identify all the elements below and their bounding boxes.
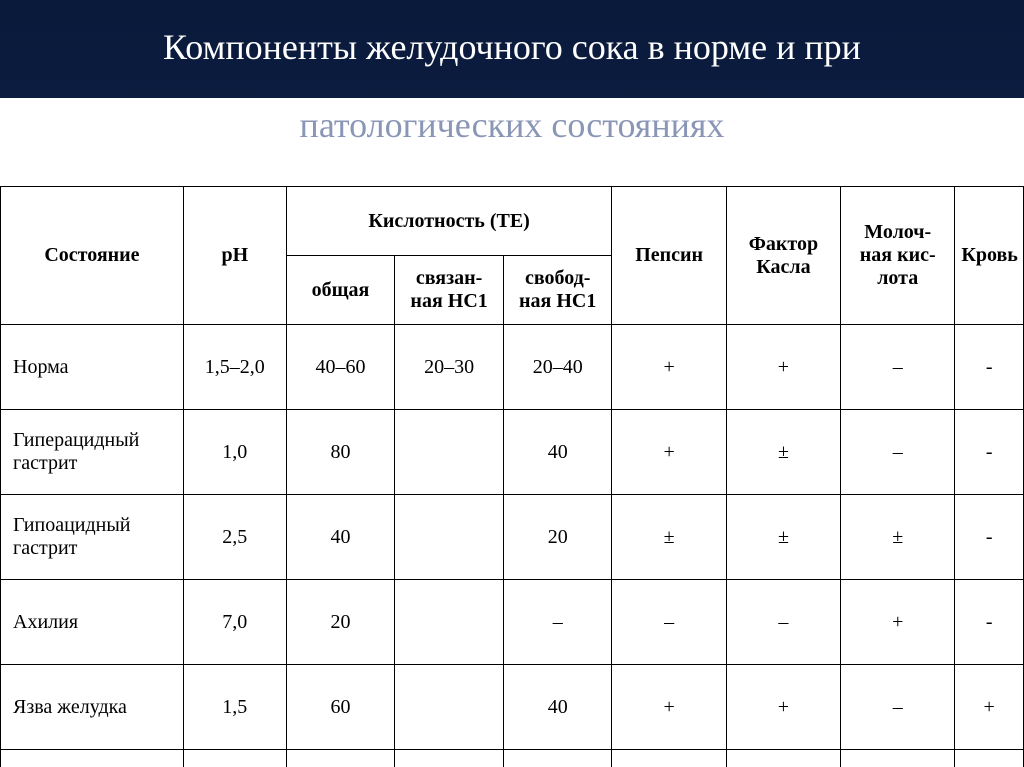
cell-blood: - <box>955 410 1024 495</box>
cell-lactic: – <box>841 410 955 495</box>
cell-total: 40 <box>286 495 395 580</box>
cell-blood: - <box>955 580 1024 665</box>
cell-pepsin: + <box>612 750 726 767</box>
header-lactic: Молоч-ная кис-лота <box>841 187 955 325</box>
cell-state: Гипоацидный гастрит <box>1 495 184 580</box>
cell-bound <box>395 665 504 750</box>
cell-ph: 1,5–2,0 <box>183 325 286 410</box>
slide: Компоненты желудочного сока в норме и пр… <box>0 0 1024 767</box>
header-acid-total: общая <box>286 256 395 325</box>
cell-lactic: ± <box>841 495 955 580</box>
cell-total: 80 <box>286 410 395 495</box>
cell-blood: - <box>955 325 1024 410</box>
cell-pepsin: – <box>612 580 726 665</box>
cell-kasla: + <box>726 665 840 750</box>
cell-lactic: + <box>841 580 955 665</box>
table-row: Язва желудка 1,5 60 40 + + – + <box>1 665 1024 750</box>
header-blood: Кровь <box>955 187 1024 325</box>
cell-bound <box>395 750 504 767</box>
cell-pepsin: + <box>612 665 726 750</box>
table-row: Ахилия 7,0 20 – – – + - <box>1 580 1024 665</box>
cell-total: 40–60 <box>286 750 395 767</box>
table-body: Норма 1,5–2,0 40–60 20–30 20–40 + + – - … <box>1 325 1024 767</box>
header-acid-free: свобод-ная HC1 <box>503 256 612 325</box>
cell-pepsin: + <box>612 325 726 410</box>
header-pepsin: Пепсин <box>612 187 726 325</box>
cell-ph: 7,0 <box>183 580 286 665</box>
cell-kasla: ± <box>726 495 840 580</box>
cell-bound <box>395 580 504 665</box>
cell-kasla: + <box>726 750 840 767</box>
cell-blood: + <box>955 665 1024 750</box>
slide-title: Компоненты желудочного сока в норме и пр… <box>0 0 1024 68</box>
cell-lactic: + <box>841 750 955 767</box>
cell-free: 40 <box>503 665 612 750</box>
cell-free: – <box>503 580 612 665</box>
cell-pepsin: ± <box>612 495 726 580</box>
cell-state: Язва желудка <box>1 665 184 750</box>
cell-ph: 1,0 <box>183 410 286 495</box>
header-kasla: Фактор Касла <box>726 187 840 325</box>
cell-kasla: + <box>726 325 840 410</box>
header-state: Состояние <box>1 187 184 325</box>
cell-total: 40–60 <box>286 325 395 410</box>
cell-ph: 2,5 <box>183 495 286 580</box>
slide-subtitle: патологических состояниях <box>0 104 1024 146</box>
cell-state: Рак желудка <box>1 750 184 767</box>
cell-bound <box>395 495 504 580</box>
header-acid-bound: связан-ная HC1 <box>395 256 504 325</box>
cell-free: 20–40 <box>503 325 612 410</box>
cell-state: Гиперацидный гастрит <box>1 410 184 495</box>
cell-kasla: – <box>726 580 840 665</box>
cell-pepsin: + <box>612 410 726 495</box>
cell-state: Ахилия <box>1 580 184 665</box>
cell-state: Норма <box>1 325 184 410</box>
cell-lactic: – <box>841 665 955 750</box>
gastric-table: Состояние pH Кислотность (ТЕ) Пепсин Фак… <box>0 186 1024 767</box>
header-acidity: Кислотность (ТЕ) <box>286 187 612 256</box>
cell-total: 60 <box>286 665 395 750</box>
table-row: Рак желудка 6,0и > 40–60 20 + + + + <box>1 750 1024 767</box>
table-row: Норма 1,5–2,0 40–60 20–30 20–40 + + – - <box>1 325 1024 410</box>
cell-lactic: – <box>841 325 955 410</box>
cell-free: 20 <box>503 750 612 767</box>
header-row-1: Состояние pH Кислотность (ТЕ) Пепсин Фак… <box>1 187 1024 256</box>
cell-blood: + <box>955 750 1024 767</box>
cell-free: 20 <box>503 495 612 580</box>
table-container: патологических состояниях Состояние pH К… <box>0 98 1024 767</box>
header-ph: pH <box>183 187 286 325</box>
cell-ph: 1,5 <box>183 665 286 750</box>
table-row: Гипоацидный гастрит 2,5 40 20 ± ± ± - <box>1 495 1024 580</box>
cell-ph: 6,0и > <box>183 750 286 767</box>
cell-free: 40 <box>503 410 612 495</box>
cell-blood: - <box>955 495 1024 580</box>
cell-bound <box>395 410 504 495</box>
table-row: Гиперацидный гастрит 1,0 80 40 + ± – - <box>1 410 1024 495</box>
cell-total: 20 <box>286 580 395 665</box>
cell-bound: 20–30 <box>395 325 504 410</box>
cell-kasla: ± <box>726 410 840 495</box>
